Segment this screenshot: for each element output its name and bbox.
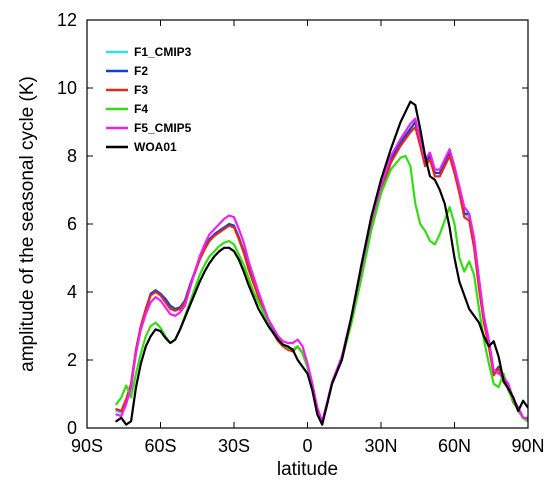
x-tick-label: 90N xyxy=(511,436,544,456)
y-tick-label: 2 xyxy=(67,350,77,370)
y-tick-label: 8 xyxy=(67,146,77,166)
series-line-f5-cmip5 xyxy=(115,117,528,423)
y-tick-label: 10 xyxy=(57,78,77,98)
series-layer xyxy=(115,100,528,426)
x-tick-label: 60N xyxy=(438,436,471,456)
x-tick-label: 90S xyxy=(71,436,103,456)
legend-label-f4: F4 xyxy=(134,102,148,116)
legend-label-f1-cmip3: F1_CMIP3 xyxy=(134,45,192,59)
x-tick-label: 30N xyxy=(364,436,397,456)
legend: F1_CMIP3 F2 F3 F4 F5_CMIP5 WOA01 xyxy=(106,45,192,154)
y-tick-label: 0 xyxy=(67,418,77,438)
x-tick-label: 60S xyxy=(144,436,176,456)
x-tick-label: 30S xyxy=(218,436,250,456)
y-axis-label: amplitude of the seasonal cycle (K) xyxy=(17,76,38,372)
y-tick-label: 4 xyxy=(67,282,77,302)
legend-label-f5-cmip5: F5_CMIP5 xyxy=(134,121,192,135)
x-tick-label: 0 xyxy=(302,436,312,456)
legend-label-f2: F2 xyxy=(134,64,148,78)
x-axis-label: latitude xyxy=(277,459,338,480)
x-axis-ticks: 90S 60S 30S 0 30N 60N 90N xyxy=(71,20,545,456)
y-tick-label: 12 xyxy=(57,10,77,30)
legend-label-f3: F3 xyxy=(134,83,148,97)
y-tick-label: 6 xyxy=(67,214,77,234)
series-line-woa01 xyxy=(115,100,528,426)
legend-label-woa01: WOA01 xyxy=(134,140,177,154)
y-axis-ticks: 0 2 4 6 8 10 12 xyxy=(57,10,528,438)
